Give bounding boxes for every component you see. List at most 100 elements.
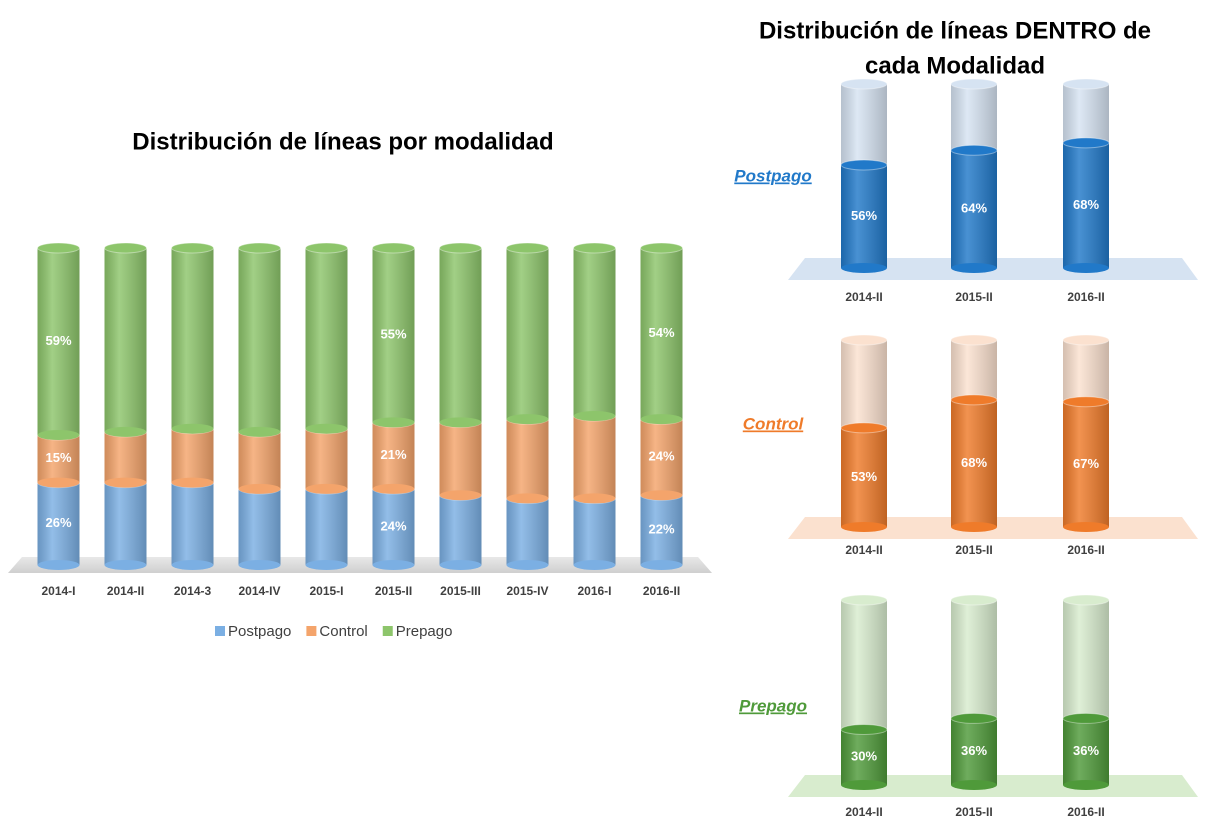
- cylinder-base: [305, 423, 348, 434]
- cylinder-shade: [305, 248, 348, 429]
- cylinder-top: [506, 242, 549, 254]
- cylinder-top: [573, 242, 616, 254]
- legend-label: Control: [319, 623, 367, 640]
- cylinder-base: [171, 477, 214, 488]
- cylinder-top: [171, 242, 214, 254]
- cylinder-base: [171, 560, 214, 570]
- data-label: 55%: [380, 327, 406, 342]
- data-label: 36%: [961, 743, 987, 758]
- cylinder-shade: [171, 482, 214, 565]
- cylinder-base: [573, 411, 616, 422]
- cylinder-base: [37, 477, 80, 488]
- cylinder-top: [1062, 334, 1110, 346]
- panel-title: Prepago: [739, 696, 807, 715]
- x-tick-label: 2015-I: [309, 584, 343, 598]
- cylinder-base: [506, 560, 549, 570]
- cylinder-top: [640, 242, 683, 254]
- cylinder-base: [640, 490, 683, 501]
- x-tick-label: 2014-II: [107, 584, 144, 598]
- x-tick-label: 2014-II: [845, 543, 882, 557]
- x-tick-label: 2015-IV: [506, 584, 548, 598]
- cylinder-base: [439, 417, 482, 428]
- x-tick-label: 2016-II: [1067, 543, 1104, 557]
- cylinder-top: [840, 724, 888, 735]
- cylinder-shade: [104, 248, 147, 432]
- cylinder-top: [1062, 712, 1110, 724]
- cylinder-base: [640, 560, 683, 570]
- cylinder-shade: [104, 482, 147, 565]
- cylinder-base: [305, 483, 348, 494]
- group-title: cada Modalidad: [865, 52, 1045, 79]
- cylinder-shade: [439, 422, 482, 496]
- cylinder-shade: [573, 416, 616, 499]
- x-tick-label: 2014-IV: [238, 584, 280, 598]
- cylinder-shade: [1063, 142, 1109, 268]
- cylinder-base: [951, 263, 997, 273]
- data-label: 68%: [961, 455, 987, 470]
- cylinder-base: [305, 560, 348, 570]
- cylinder-base: [951, 780, 997, 790]
- cylinder-base: [238, 560, 281, 570]
- cylinder-base: [506, 414, 549, 425]
- cylinder-base: [372, 560, 415, 570]
- data-label: 30%: [851, 749, 877, 764]
- cylinder-base: [1063, 522, 1109, 532]
- cylinder-shade: [841, 427, 887, 527]
- cylinder-base: [841, 263, 887, 273]
- cylinder-shade: [104, 431, 147, 483]
- x-tick-label: 2015-II: [375, 584, 412, 598]
- group-title: Distribución de líneas DENTRO de: [759, 17, 1151, 44]
- cylinder-shade: [506, 498, 549, 565]
- cylinder-base: [372, 417, 415, 428]
- cylinder-base: [1063, 780, 1109, 790]
- cylinder-shade: [951, 150, 997, 268]
- cylinder-top: [372, 242, 415, 254]
- cylinder-top: [1062, 137, 1110, 149]
- chart-title: Distribución de líneas por modalidad: [132, 128, 553, 155]
- data-label: 24%: [648, 449, 674, 464]
- x-tick-label: 2015-II: [955, 543, 992, 557]
- cylinder-base: [573, 560, 616, 570]
- cylinder-top: [950, 144, 998, 156]
- cylinder-top: [439, 242, 482, 254]
- cylinder-top: [840, 594, 888, 606]
- cylinder-shade: [640, 495, 683, 565]
- cylinder-base: [238, 483, 281, 494]
- x-tick-label: 2016-II: [1067, 805, 1104, 819]
- cylinder-shade: [506, 419, 549, 499]
- legend-swatch: [306, 626, 317, 636]
- cylinder-base: [439, 490, 482, 501]
- data-label: 36%: [1073, 743, 1099, 758]
- cylinder-base: [439, 560, 482, 570]
- cylinder-base: [238, 426, 281, 437]
- legend-swatch: [382, 626, 393, 636]
- cylinder-shade: [951, 718, 997, 785]
- cylinder-base: [841, 522, 887, 532]
- data-label: 53%: [851, 469, 877, 484]
- x-tick-label: 2015-II: [955, 805, 992, 819]
- data-label: 64%: [961, 201, 987, 216]
- data-label: 67%: [1073, 456, 1099, 471]
- cylinder-base: [841, 780, 887, 790]
- data-label: 56%: [851, 208, 877, 223]
- cylinder-shade: [640, 248, 683, 420]
- data-label: 15%: [45, 450, 71, 465]
- panel-title: Control: [743, 414, 805, 433]
- cylinder-shade: [640, 419, 683, 496]
- legend-label: Postpago: [228, 623, 291, 640]
- cylinder-base: [372, 483, 415, 494]
- data-label: 59%: [45, 333, 71, 348]
- cylinder-top: [950, 334, 998, 346]
- cylinder-shade: [171, 248, 214, 429]
- cylinder-shade: [573, 498, 616, 565]
- data-label: 24%: [380, 518, 406, 533]
- cylinder-shade: [841, 729, 887, 785]
- cylinder-shade: [238, 488, 281, 565]
- cylinder-top: [950, 394, 998, 406]
- cylinder-top: [238, 242, 281, 254]
- cylinder-base: [506, 493, 549, 504]
- data-label: 21%: [380, 447, 406, 462]
- cylinder-shade: [951, 399, 997, 527]
- cylinder-top: [1062, 594, 1110, 606]
- cylinder-base: [640, 414, 683, 425]
